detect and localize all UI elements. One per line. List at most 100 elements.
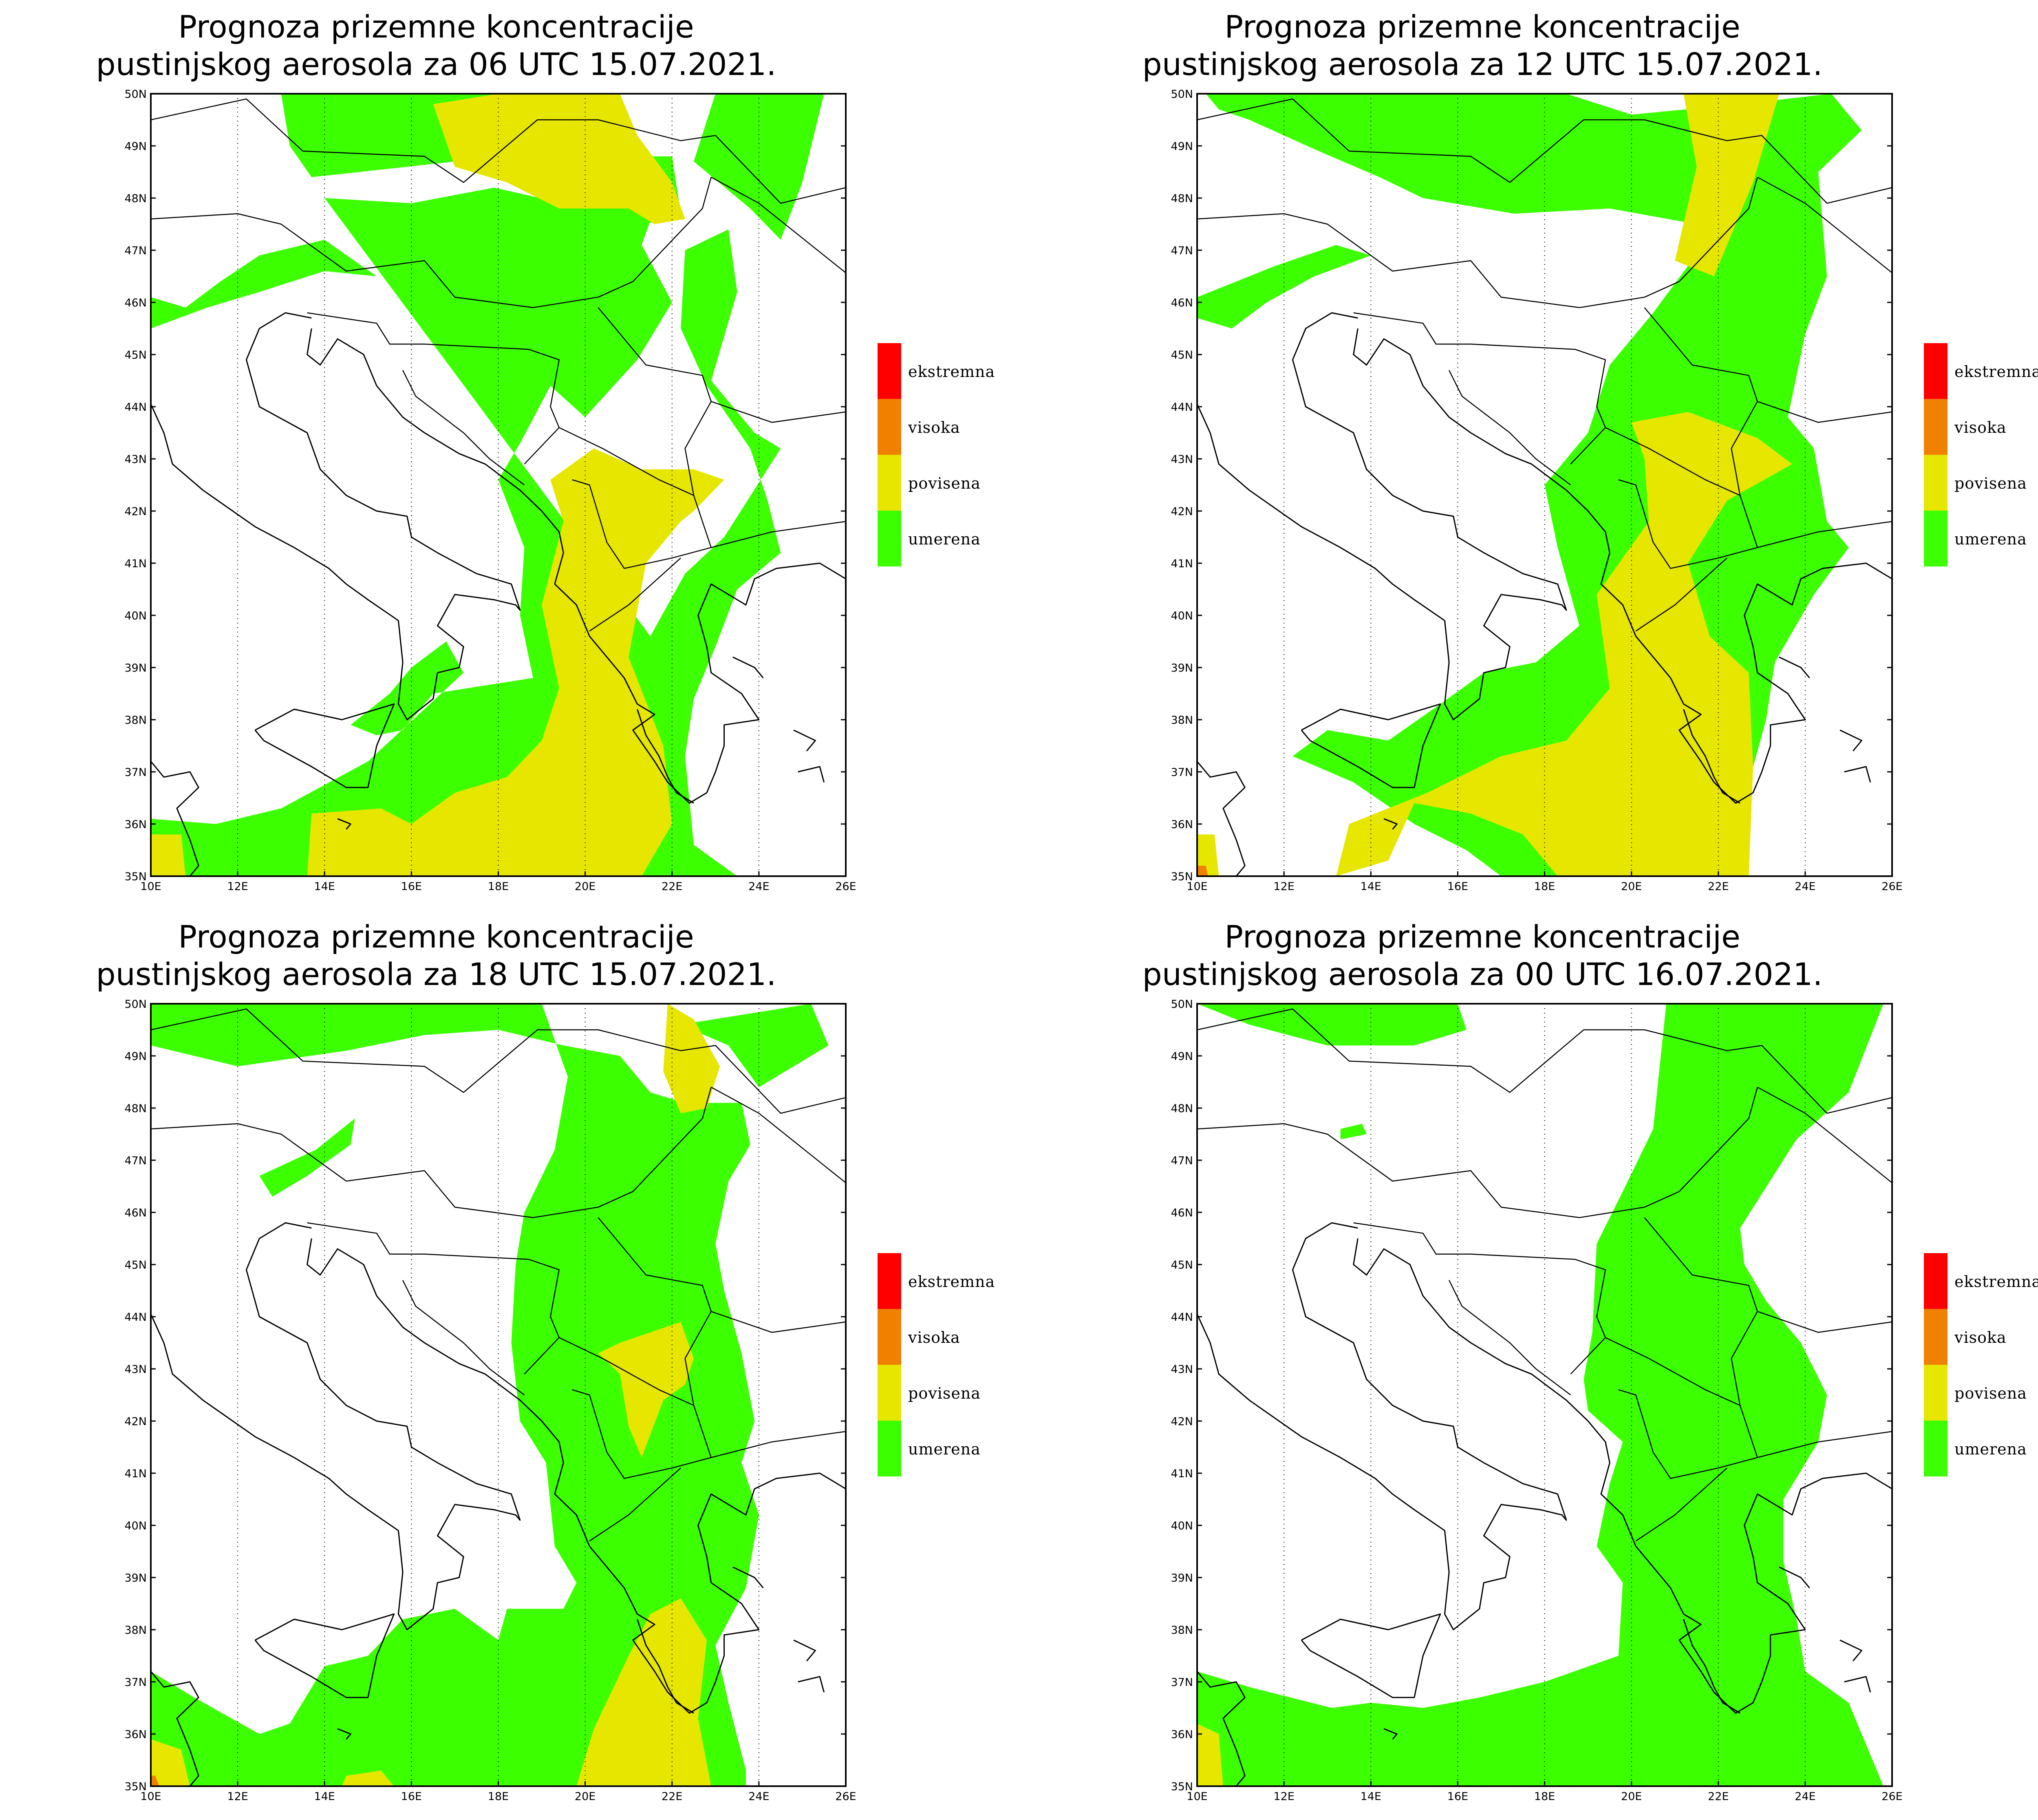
- legend-swatch: [1924, 1253, 1948, 1309]
- coastline: [151, 1222, 521, 1631]
- panel-title-line1: Prognoza prizemne koncentracije: [178, 919, 694, 955]
- coastline: [1197, 761, 1246, 876]
- panel-title: Prognoza prizemne koncentracije pustinjs…: [8, 918, 864, 993]
- legend-label: visoka: [908, 419, 960, 436]
- x-tick-label: 14E: [314, 1790, 335, 1803]
- axis-ticks: 10E 12E 14E 16E 18E 20E 22E 24E 26E 35N 36N 37N 38N 3…: [1171, 88, 1902, 893]
- x-tick-label: 26E: [835, 1790, 856, 1803]
- y-tick-label: 49N: [1171, 140, 1193, 153]
- y-tick-label: 37N: [1171, 766, 1193, 779]
- coastline: [1383, 818, 1398, 830]
- country-border: [598, 307, 712, 496]
- y-tick-label: 38N: [124, 714, 147, 727]
- legend-label: ekstremna: [1954, 363, 2038, 381]
- legend-label: visoka: [908, 1329, 960, 1346]
- axis-ticks: 10E 12E 14E 16E 18E 20E 22E 24E 26E 35N 36N 37N 38N 3…: [1171, 998, 1902, 1803]
- coastline: [1844, 1676, 1871, 1692]
- y-tick-label: 40N: [1171, 1520, 1193, 1532]
- x-tick-label: 18E: [488, 1790, 509, 1803]
- forecast-map: 10E 12E 14E 16E 18E 20E 22E 24E 26E 35N 36N 37N 38N 3…: [124, 88, 856, 893]
- legend-swatch: [878, 1365, 901, 1421]
- y-tick-label: 50N: [124, 88, 147, 101]
- geography: [151, 1008, 846, 1786]
- country-border: [589, 557, 681, 632]
- aerosol-region: [598, 1322, 694, 1458]
- y-tick-label: 44N: [1171, 401, 1193, 414]
- aerosol-fields: [1197, 94, 1862, 876]
- coastline: [1301, 703, 1441, 788]
- legend-swatch: [1924, 1365, 1948, 1421]
- country-border: [1757, 521, 1892, 548]
- coastline: [793, 729, 816, 751]
- panel-title-line1: Prognoza prizemne koncentracije: [178, 9, 694, 45]
- legend-item-povisena: povisena: [1924, 1365, 2038, 1421]
- plot-area: [1197, 1004, 1892, 1786]
- legend-item-povisena: povisena: [878, 455, 1049, 511]
- legend-item-umerena: umerena: [878, 1421, 1049, 1476]
- panel-title-line2: pustinjskog aerosola za 18 UTC 15.07.202…: [96, 956, 776, 992]
- legend-item-ekstremna: ekstremna: [878, 1253, 1049, 1309]
- aerosol-region: [1197, 866, 1208, 876]
- y-tick-label: 45N: [124, 1259, 147, 1271]
- legend-item-povisena: povisena: [1924, 455, 2038, 511]
- x-tick-label: 12E: [227, 880, 248, 893]
- country-border: [1353, 312, 1606, 465]
- legend-label: umerena: [908, 530, 981, 548]
- aerosol-region: [342, 1770, 394, 1786]
- country-border: [559, 427, 712, 569]
- panel-title-line2: pustinjskog aerosola za 12 UTC 15.07.202…: [1142, 46, 1823, 82]
- y-tick-label: 43N: [1171, 453, 1193, 466]
- y-tick-label: 35N: [124, 870, 147, 883]
- country-border: [1644, 1217, 1758, 1406]
- y-tick-label: 39N: [1171, 1572, 1193, 1584]
- country-border: [1197, 177, 1758, 308]
- panel-title: Prognoza prizemne koncentracije pustinjs…: [1054, 8, 1910, 83]
- legend-swatch: [878, 511, 901, 566]
- y-tick-label: 36N: [124, 1728, 147, 1741]
- legend-swatch: [1924, 1309, 1948, 1365]
- y-tick-label: 36N: [124, 818, 147, 831]
- aerosol-region: [1197, 1723, 1223, 1786]
- y-tick-label: 40N: [1171, 610, 1193, 622]
- y-tick-label: 46N: [124, 297, 147, 309]
- coastline: [1779, 1567, 1810, 1589]
- legend-item-visoka: visoka: [878, 399, 1049, 455]
- legend-label: ekstremna: [1954, 1273, 2038, 1291]
- country-border: [1757, 1086, 1892, 1184]
- country-border: [1448, 1280, 1571, 1395]
- country-border: [1448, 370, 1571, 485]
- y-tick-label: 39N: [1171, 662, 1193, 674]
- country-border: [1635, 1467, 1727, 1542]
- coastline: [1197, 1671, 1246, 1786]
- country-border: [711, 1431, 846, 1458]
- axis-ticks: 10E 12E 14E 16E 18E 20E 22E 24E 26E 35N 36N 37N 38N 3…: [124, 88, 856, 893]
- y-tick-label: 50N: [1171, 88, 1193, 101]
- x-tick-label: 20E: [575, 880, 596, 893]
- aerosol-region: [151, 1739, 190, 1786]
- coastline: [1353, 1238, 1892, 1714]
- coastline: [307, 328, 846, 804]
- country-border: [1605, 427, 1758, 569]
- coastline: [1839, 1639, 1862, 1661]
- y-tick-label: 46N: [1171, 297, 1193, 309]
- y-tick-label: 46N: [1171, 1207, 1193, 1219]
- legend-swatch: [878, 343, 901, 399]
- country-border: [1605, 1337, 1758, 1479]
- country-border: [402, 1280, 525, 1395]
- legend-item-umerena: umerena: [1924, 511, 2038, 566]
- y-tick-label: 48N: [124, 1102, 147, 1115]
- y-tick-label: 46N: [124, 1207, 147, 1219]
- forecast-map: 10E 12E 14E 16E 18E 20E 22E 24E 26E 35N 36N 37N 38N 3…: [1171, 998, 1902, 1803]
- panel-title-line2: pustinjskog aerosola za 00 UTC 16.07.202…: [1142, 956, 1823, 992]
- coastline: [254, 703, 395, 788]
- country-border: [1353, 1222, 1606, 1375]
- y-tick-label: 48N: [1171, 1102, 1193, 1115]
- coastline: [337, 818, 351, 830]
- panel-title-line1: Prognoza prizemne koncentracije: [1224, 9, 1740, 45]
- coastline: [254, 1613, 395, 1698]
- x-tick-label: 20E: [575, 1790, 596, 1803]
- y-tick-label: 47N: [124, 1155, 147, 1167]
- y-tick-label: 38N: [1171, 714, 1193, 727]
- country-border: [1644, 307, 1758, 496]
- x-tick-label: 20E: [1621, 880, 1642, 893]
